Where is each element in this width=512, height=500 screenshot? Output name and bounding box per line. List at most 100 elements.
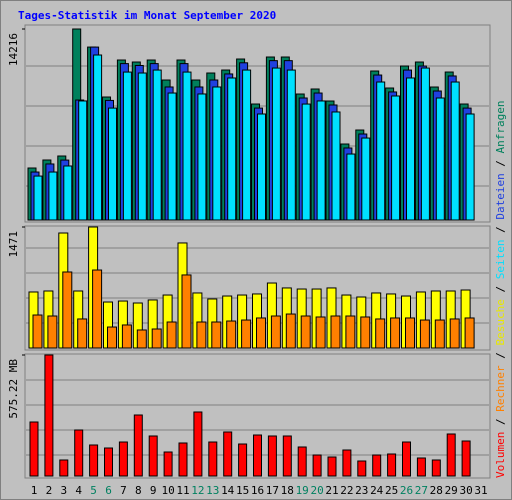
x-tick-label: 5 — [90, 484, 97, 497]
x-tick-label: 9 — [150, 484, 157, 497]
bar — [29, 421, 39, 477]
bar — [285, 313, 296, 349]
bar — [435, 97, 445, 221]
x-tick-label: 27 — [415, 484, 428, 497]
bar — [315, 316, 326, 349]
bar — [270, 315, 281, 349]
bar — [416, 457, 426, 477]
legend-separator: / — [494, 412, 507, 432]
y-tick-label: 575.22 MB — [7, 359, 20, 419]
x-tick-label: 8 — [135, 484, 142, 497]
bar — [148, 435, 158, 477]
legend-entry: Rechner — [494, 365, 507, 412]
bar — [193, 411, 203, 477]
legend-entry: Volumen — [494, 432, 507, 478]
bar — [78, 100, 88, 221]
legend-separator: / — [494, 153, 507, 173]
bar — [312, 454, 322, 477]
bar — [136, 329, 147, 349]
x-tick-label: 28 — [430, 484, 443, 497]
bar — [282, 435, 292, 477]
bar — [242, 69, 252, 221]
bar — [197, 93, 207, 221]
bar — [286, 69, 296, 221]
legend-separator: / — [494, 346, 507, 366]
bar — [241, 319, 252, 349]
bar — [391, 95, 401, 221]
legend: Volumen / Rechner / Besuche / Seiten / D… — [494, 100, 507, 478]
bar — [316, 100, 326, 221]
bar — [152, 69, 162, 221]
x-tick-label: 16 — [251, 484, 264, 497]
x-tick-label: 19 — [296, 484, 309, 497]
bar — [47, 315, 58, 349]
bar — [375, 318, 386, 349]
bar — [226, 320, 237, 349]
y-tick-label: 1471 — [7, 231, 20, 258]
x-tick-label: 3 — [60, 484, 67, 497]
bar — [256, 317, 266, 349]
bar — [63, 165, 73, 221]
bar — [108, 107, 117, 221]
bar — [267, 435, 277, 477]
bar — [253, 434, 262, 477]
chart-title: Tages-Statistik im Monat September 2020 — [18, 9, 276, 22]
legend-separator: / — [494, 220, 507, 240]
x-tick-label: 25 — [385, 484, 398, 497]
x-tick-label: 24 — [370, 484, 384, 497]
bar — [196, 321, 207, 349]
bar — [178, 442, 188, 477]
bar — [327, 456, 337, 477]
x-tick-label: 23 — [355, 484, 368, 497]
x-tick-label: 26 — [400, 484, 413, 497]
bar — [163, 451, 173, 477]
bar — [461, 440, 471, 477]
bar — [446, 433, 456, 477]
bar — [59, 459, 69, 477]
x-tick-label: 18 — [281, 484, 294, 497]
x-tick-label: 10 — [161, 484, 174, 497]
bar — [44, 354, 54, 477]
bar — [372, 454, 382, 477]
bar — [330, 315, 341, 349]
bar — [151, 328, 162, 349]
bar — [48, 171, 58, 221]
x-tick-label: 4 — [75, 484, 82, 497]
bar — [121, 324, 132, 349]
bar — [104, 447, 113, 477]
bar — [434, 319, 445, 349]
bar — [62, 271, 73, 349]
x-tick-label: 14 — [221, 484, 235, 497]
bar — [181, 274, 192, 349]
bar — [227, 77, 237, 221]
bar — [419, 319, 430, 349]
bar — [402, 441, 411, 477]
bar — [331, 111, 341, 221]
bar — [166, 321, 177, 349]
bar — [387, 453, 397, 477]
bar — [212, 86, 222, 221]
x-tick-label: 22 — [340, 484, 353, 497]
x-tick-label: 21 — [325, 484, 338, 497]
bar — [208, 441, 218, 477]
bar — [167, 92, 177, 221]
bar — [133, 414, 143, 477]
x-tick-label: 2 — [46, 484, 53, 497]
bar — [357, 460, 367, 477]
bar — [464, 317, 475, 349]
bar — [93, 54, 103, 221]
bar — [449, 318, 460, 349]
bar — [361, 137, 371, 221]
bar — [346, 153, 356, 221]
bar — [301, 103, 311, 221]
bar — [33, 175, 43, 221]
bar — [406, 77, 415, 221]
legend-separator: / — [494, 279, 507, 299]
bar — [465, 113, 475, 221]
bar — [420, 67, 430, 221]
y-tick-label: 14216 — [7, 33, 20, 66]
bar — [450, 81, 460, 221]
bar — [107, 326, 117, 349]
x-tick-label: 1 — [31, 484, 38, 497]
